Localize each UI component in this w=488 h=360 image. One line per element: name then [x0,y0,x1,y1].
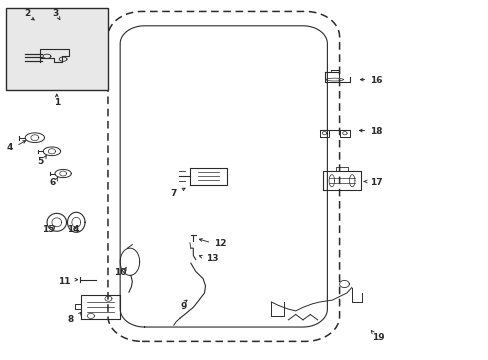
Text: 9: 9 [180,302,186,311]
Text: 16: 16 [369,76,382,85]
Text: 8: 8 [67,315,74,324]
Text: 11: 11 [58,276,70,285]
Text: 1: 1 [54,98,60,107]
Text: 14: 14 [66,225,79,234]
Text: 2: 2 [24,9,31,18]
Text: 3: 3 [52,9,58,18]
Text: 10: 10 [114,268,126,277]
Text: 19: 19 [371,333,384,342]
Text: 12: 12 [214,239,226,248]
Text: 17: 17 [369,178,382,187]
Text: 4: 4 [6,143,13,152]
Text: 7: 7 [170,189,177,198]
Text: 6: 6 [49,178,56,187]
Text: 5: 5 [38,157,44,166]
Bar [5,8,108,90]
Text: 15: 15 [41,225,54,234]
Text: 18: 18 [369,127,382,136]
Text: 13: 13 [206,254,219,263]
